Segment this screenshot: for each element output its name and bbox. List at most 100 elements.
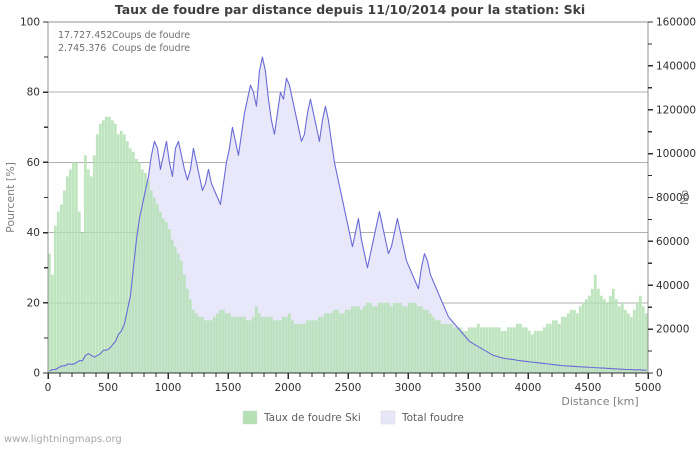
bar: [77, 211, 81, 373]
bar: [380, 302, 384, 373]
axis-left: 0 20 40 60 80 100: [20, 17, 48, 380]
bar: [278, 320, 282, 373]
bar: [125, 141, 129, 373]
bar: [416, 306, 420, 373]
bar: [236, 316, 240, 373]
tick-label-bottom: 4000: [515, 382, 542, 394]
bar: [545, 323, 549, 373]
bar: [500, 330, 504, 373]
tick-label-bottom: 2000: [275, 382, 302, 394]
bar: [233, 316, 237, 373]
bar: [53, 225, 57, 373]
bar: [80, 232, 84, 373]
bar: [443, 323, 447, 373]
bar: [62, 190, 66, 373]
bar: [338, 313, 342, 373]
bar: [296, 323, 300, 373]
annotation-label: Coups de foudre: [112, 30, 190, 41]
bar: [365, 302, 369, 373]
bar: [401, 306, 405, 373]
bar: [284, 316, 288, 373]
footer-watermark: www.lightningmaps.org: [4, 434, 122, 445]
bar: [458, 327, 462, 373]
bar: [434, 320, 438, 373]
bar: [224, 313, 228, 373]
tick-label-bottom: 2500: [335, 382, 362, 394]
bar: [596, 288, 600, 373]
bar: [173, 246, 177, 373]
bar: [275, 320, 279, 373]
bar: [578, 306, 582, 373]
bar: [536, 330, 540, 373]
bar: [587, 295, 591, 373]
bar: [383, 302, 387, 373]
bar: [548, 323, 552, 373]
bar: [398, 302, 402, 373]
annotations: 17.727.452 Coups de foudre 2.745.376 Coups …: [58, 30, 190, 54]
axis-label-bottom: Distance [km]: [561, 395, 638, 408]
bar: [254, 306, 258, 373]
bar: [167, 229, 171, 373]
bar: [251, 316, 255, 373]
bar: [494, 327, 498, 373]
bar: [425, 309, 429, 373]
bar: [503, 330, 507, 373]
axis-bottom: 0 500 1000 1500 2000 2500 3000 3500 4000 4500 5000: [45, 373, 661, 394]
bar: [137, 162, 141, 373]
bar: [317, 316, 321, 373]
bar: [572, 309, 576, 373]
bar: [266, 316, 270, 373]
bar: [68, 169, 72, 373]
tick-label-left: 60: [27, 157, 40, 169]
tick-label-bottom: 1500: [215, 382, 242, 394]
bar: [257, 313, 261, 373]
annotation-label: Coups de foudre: [112, 43, 190, 54]
bar: [431, 316, 435, 373]
axis-right: 0 20000 40000 60000 80000 100000 120000 140000 1…: [648, 17, 696, 380]
bar: [362, 306, 366, 373]
bar: [221, 309, 225, 373]
bar: [512, 327, 516, 373]
bar: [539, 330, 543, 373]
bar: [608, 295, 612, 373]
bar: [524, 327, 528, 373]
bar: [149, 190, 153, 373]
legend-label: Total foudre: [401, 412, 464, 424]
bar: [632, 309, 636, 373]
bar: [119, 130, 123, 373]
axis-label-right: Nb: [678, 190, 691, 205]
bar: [311, 320, 315, 373]
bar: [164, 222, 168, 373]
bar: [371, 306, 375, 373]
tick-label-bottom: 4500: [575, 382, 602, 394]
bar: [563, 316, 567, 373]
bar: [410, 302, 414, 373]
bar: [629, 316, 633, 373]
bar: [374, 306, 378, 373]
bar: [230, 316, 234, 373]
bar: [323, 313, 327, 373]
bar: [152, 197, 156, 373]
bar: [110, 120, 114, 373]
bar: [641, 306, 645, 373]
bar: [623, 309, 627, 373]
tick-label-bottom: 500: [98, 382, 118, 394]
legend-label: Taux de foudre Ski: [263, 412, 361, 424]
bar: [455, 327, 459, 373]
bar: [179, 260, 183, 373]
bar: [452, 327, 456, 373]
tick-label-right: 120000: [656, 104, 696, 116]
bar: [71, 162, 75, 373]
bar: [332, 309, 336, 373]
bar: [218, 309, 222, 373]
bar: [491, 327, 495, 373]
bar: [290, 320, 294, 373]
tick-label-left: 20: [27, 297, 40, 309]
bar: [197, 316, 201, 373]
bar: [65, 176, 69, 373]
bar: [617, 306, 621, 373]
bar: [626, 313, 630, 373]
tick-label-right: 160000: [656, 17, 696, 29]
bar: [470, 327, 474, 373]
